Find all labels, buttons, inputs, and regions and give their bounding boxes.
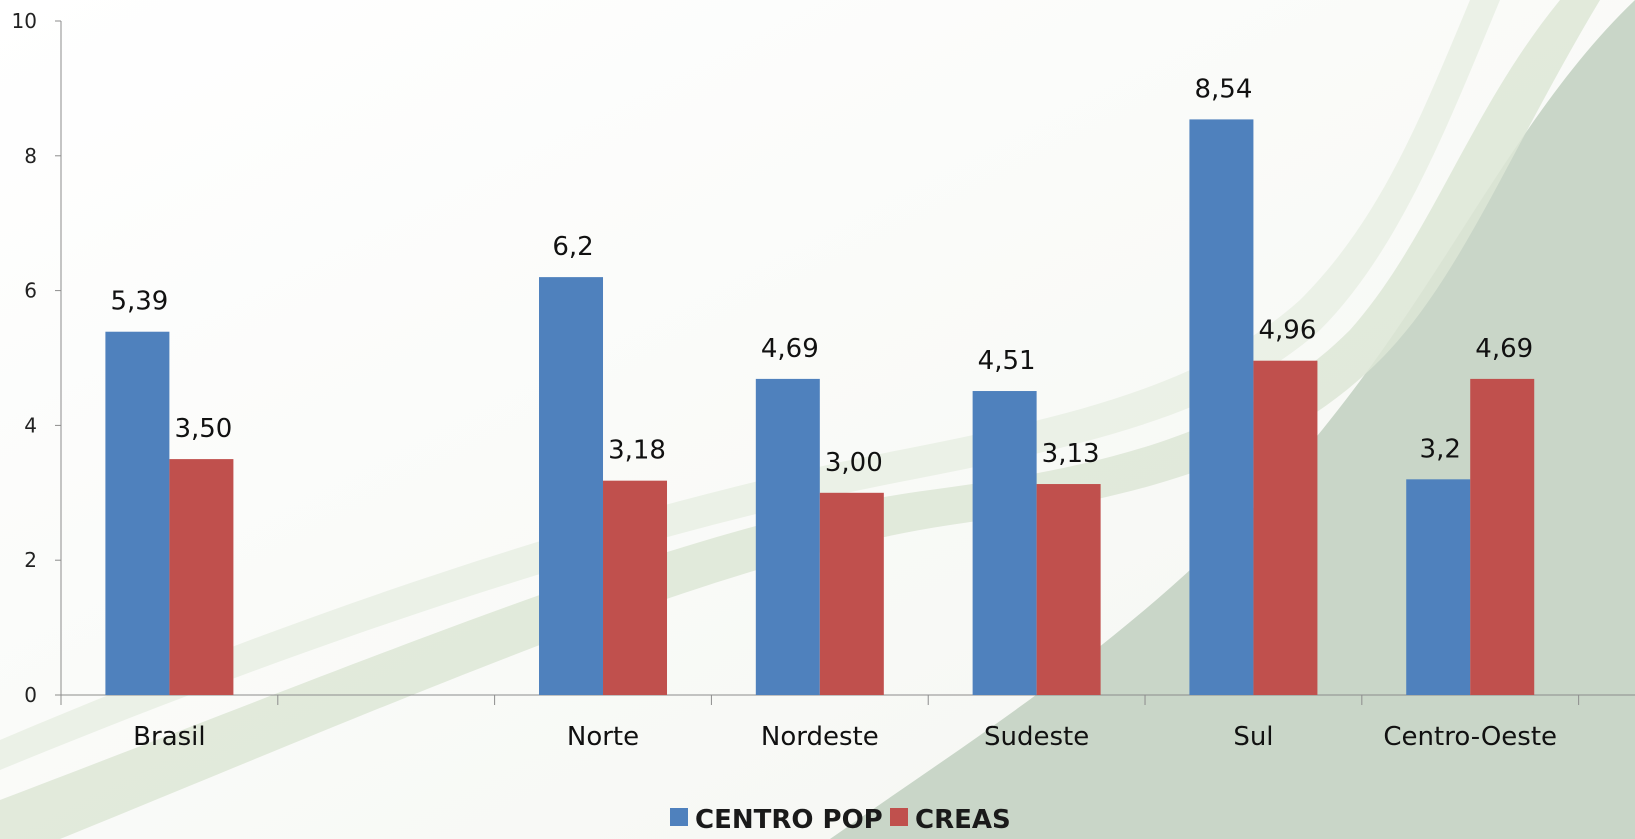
bar xyxy=(539,277,604,695)
category-label: Norte xyxy=(567,722,639,752)
y-tick-label: 6 xyxy=(24,279,37,303)
bar xyxy=(603,480,668,695)
y-tick-label: 4 xyxy=(24,413,37,437)
data-labels: 5,39 6,2 4,69 4,51 8,54 3,2 3,50 3,18 3,00 3,13 4,… xyxy=(110,74,1533,477)
category-label: Nordeste xyxy=(761,722,879,752)
data-label: 3,18 xyxy=(608,436,666,466)
data-label: 3,2 xyxy=(1420,434,1461,464)
data-label: 3,13 xyxy=(1042,439,1100,469)
category-label: Sudeste xyxy=(984,722,1089,752)
y-tick-label: 0 xyxy=(24,683,37,707)
bar xyxy=(819,492,884,695)
y-tick-label: 10 xyxy=(12,9,37,33)
bar xyxy=(1406,479,1471,695)
bar xyxy=(1470,378,1535,695)
legend-label: CREAS xyxy=(915,805,1011,835)
category-label: Sul xyxy=(1233,722,1273,752)
legend-swatch xyxy=(890,808,908,826)
data-label: 3,00 xyxy=(825,448,883,478)
bar xyxy=(755,378,820,695)
data-label: 4,69 xyxy=(761,334,819,364)
y-tick-label: 2 xyxy=(24,548,37,572)
category-label: Brasil xyxy=(133,722,205,752)
data-label: 4,96 xyxy=(1258,316,1316,346)
bar xyxy=(105,331,170,695)
bar xyxy=(1253,360,1318,695)
data-label: 4,51 xyxy=(978,346,1036,376)
data-label: 5,39 xyxy=(110,287,168,317)
bar xyxy=(972,391,1037,695)
bar xyxy=(1189,119,1254,696)
data-label: 6,2 xyxy=(552,232,593,262)
axes: 0 2 4 6 8 10 Brasil Norte Nordeste Sudeste Sul Cent… xyxy=(12,9,1635,752)
bars xyxy=(105,119,1535,696)
data-label: 8,54 xyxy=(1194,74,1252,104)
category-label: Centro-Oeste xyxy=(1383,722,1557,752)
bar xyxy=(169,459,234,695)
data-label: 4,69 xyxy=(1475,334,1533,364)
legend-label: CENTRO POP xyxy=(695,805,883,835)
bar xyxy=(1036,484,1101,695)
legend-swatch xyxy=(670,808,688,826)
legend: CENTRO POP CREAS xyxy=(670,805,1011,835)
y-tick-label: 8 xyxy=(24,144,37,168)
data-label: 3,50 xyxy=(174,414,232,444)
